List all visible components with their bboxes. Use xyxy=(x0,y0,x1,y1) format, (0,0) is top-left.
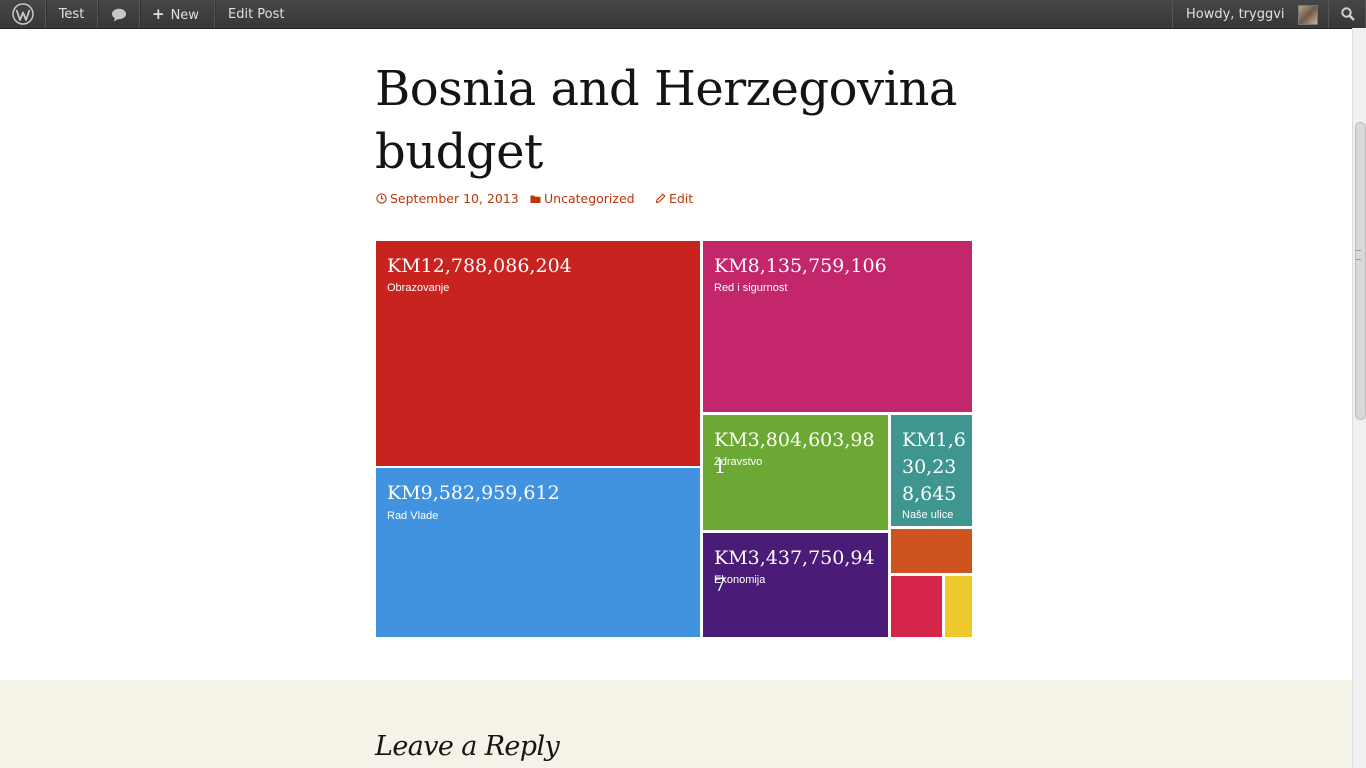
folder-icon xyxy=(530,195,541,203)
scrollbar-thumb[interactable] xyxy=(1355,122,1366,420)
comments-button[interactable] xyxy=(98,0,140,28)
avatar xyxy=(1298,5,1318,25)
treemap-tile-ekonomija[interactable]: KM3,437,750,947 Ekonomija xyxy=(703,533,888,637)
tile-label: Zdravstvo xyxy=(714,456,763,468)
tile-label: Red i sigurnost xyxy=(714,282,788,294)
post-title: Bosnia and Herzegovina budget xyxy=(375,61,958,180)
category-label: Uncategorized xyxy=(544,191,635,206)
comment-bubble-icon xyxy=(112,8,126,22)
site-name-link[interactable]: Test xyxy=(46,0,98,28)
budget-treemap: KM12,788,086,204 Obrazovanje KM9,582,959… xyxy=(376,241,972,637)
tile-label: Ekonomija xyxy=(714,574,766,586)
treemap-tile-rad-vlade[interactable]: KM9,582,959,612 Rad Vlade xyxy=(376,468,700,637)
scrollbar-grip xyxy=(1356,250,1361,260)
search-button[interactable] xyxy=(1328,0,1366,28)
search-icon xyxy=(1341,7,1355,21)
tile-label: Rad Vlade xyxy=(387,510,439,522)
tile-value: KM3,437,750,947 xyxy=(714,547,875,596)
edit-post-label: Edit Post xyxy=(228,7,285,22)
reply-title: Leave a Reply xyxy=(375,731,560,762)
tile-value: KM9,582,959,612 xyxy=(387,482,560,504)
site-name-label: Test xyxy=(58,7,85,22)
plus-icon: + xyxy=(152,5,165,23)
new-content-button[interactable]: + New xyxy=(140,0,215,28)
page-scrollbar[interactable] xyxy=(1352,28,1366,768)
clock-icon xyxy=(376,193,387,204)
tile-value: KM3,804,603,981 xyxy=(714,429,875,478)
edit-link[interactable]: Edit xyxy=(655,191,693,206)
tile-value: KM8,135,759,106 xyxy=(714,255,887,277)
account-menu[interactable]: Howdy, tryggvi xyxy=(1172,0,1328,28)
admin-bar: Test + New Edit Post Howdy, tryggvi xyxy=(0,0,1366,29)
tile-label: Obrazovanje xyxy=(387,282,450,294)
wordpress-logo-button[interactable] xyxy=(0,0,46,28)
tile-label: Naše ulice xyxy=(902,509,954,521)
treemap-tile-red-i-sigurnost[interactable]: KM8,135,759,106 Red i sigurnost xyxy=(703,241,972,412)
treemap-tile-nase-ulice[interactable]: KM1,630,238,645 Naše ulice xyxy=(891,415,972,526)
treemap-tile-zdravstvo[interactable]: KM3,804,603,981 Zdravstvo xyxy=(703,415,888,530)
treemap-tile-crimson[interactable] xyxy=(891,576,942,637)
treemap-tile-obrazovanje[interactable]: KM12,788,086,204 Obrazovanje xyxy=(376,241,700,466)
wordpress-icon xyxy=(12,3,34,25)
category-link[interactable]: Uncategorized xyxy=(530,191,635,206)
tile-value: KM1,630,238,645 xyxy=(902,429,966,505)
new-label: New xyxy=(170,8,199,23)
treemap-tile-orange[interactable] xyxy=(891,529,972,573)
edit-label: Edit xyxy=(669,191,694,206)
pencil-icon xyxy=(655,193,666,204)
post-date: September 10, 2013 xyxy=(390,191,519,206)
edit-post-link[interactable]: Edit Post xyxy=(215,0,301,28)
comments-area: Leave a Reply xyxy=(0,680,1352,768)
treemap-tile-yellow[interactable] xyxy=(945,576,972,637)
post-date-link[interactable]: September 10, 2013 xyxy=(376,191,519,206)
tile-value: KM12,788,086,204 xyxy=(387,255,572,277)
howdy-label: Howdy, tryggvi xyxy=(1186,7,1285,22)
